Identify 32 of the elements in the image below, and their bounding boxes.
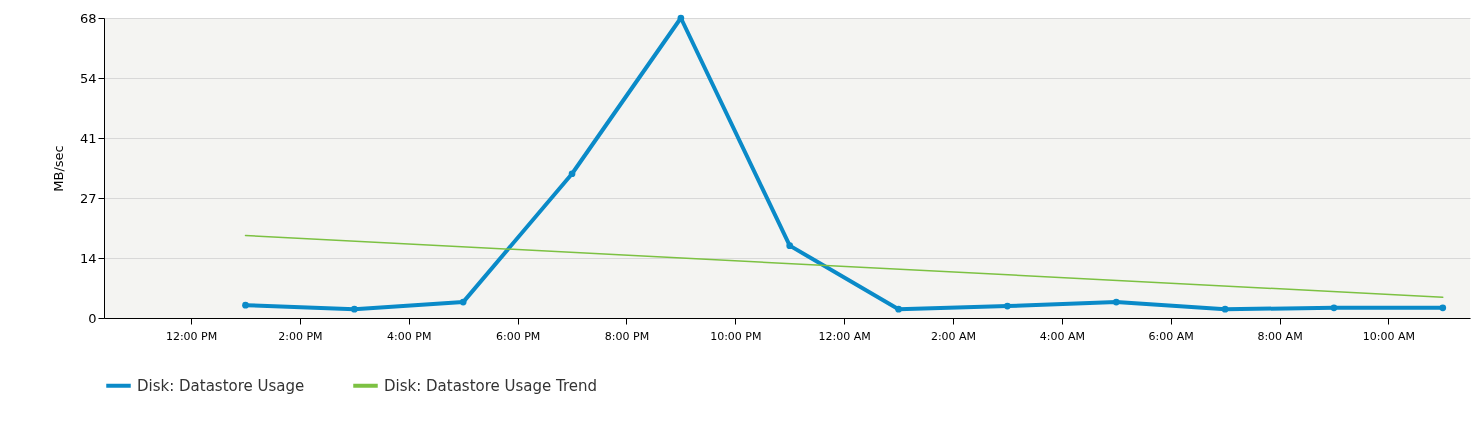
point bbox=[568, 170, 576, 178]
point bbox=[1004, 302, 1011, 310]
x-tick-label: 10:00 AM bbox=[1362, 329, 1415, 343]
point bbox=[1112, 298, 1120, 306]
x-tick-label: 8:00 PM bbox=[604, 329, 650, 343]
x-tick-label: 2:00 AM bbox=[930, 329, 977, 343]
x-tick-label: 6:00 PM bbox=[495, 329, 541, 343]
legend-label: Disk: Datastore Usage bbox=[137, 376, 305, 395]
point bbox=[1221, 305, 1229, 313]
point bbox=[895, 305, 902, 313]
x-tick-label: 6:00 AM bbox=[1148, 329, 1194, 343]
x-tick-label: 12:00 PM bbox=[165, 329, 218, 343]
x-tick-label: 12:00 AM bbox=[818, 329, 871, 343]
point bbox=[1330, 304, 1338, 312]
point bbox=[459, 298, 467, 306]
point bbox=[350, 305, 358, 313]
y-tick-label: 0 bbox=[88, 310, 97, 326]
y-axis-title: MB/sec bbox=[50, 145, 66, 192]
point bbox=[1439, 304, 1447, 312]
legend-label: Disk: Datastore Usage Trend bbox=[384, 376, 598, 395]
point bbox=[786, 242, 794, 249]
x-tick-label: 4:00 PM bbox=[387, 329, 432, 343]
x-tick-label: 2:00 PM bbox=[278, 329, 323, 343]
y-tick-label: 68 bbox=[79, 10, 97, 26]
y-tick-label: 14 bbox=[79, 250, 97, 266]
x-tick-label: 4:00 AM bbox=[1039, 329, 1085, 343]
x-tick-label: 8:00 AM bbox=[1257, 329, 1303, 343]
y-tick-label: 54 bbox=[79, 70, 97, 86]
y-tick-label: 41 bbox=[79, 130, 97, 146]
x-tick-label: 10:00 PM bbox=[710, 329, 762, 343]
y-tick-label: 27 bbox=[79, 190, 97, 206]
point bbox=[242, 301, 249, 309]
